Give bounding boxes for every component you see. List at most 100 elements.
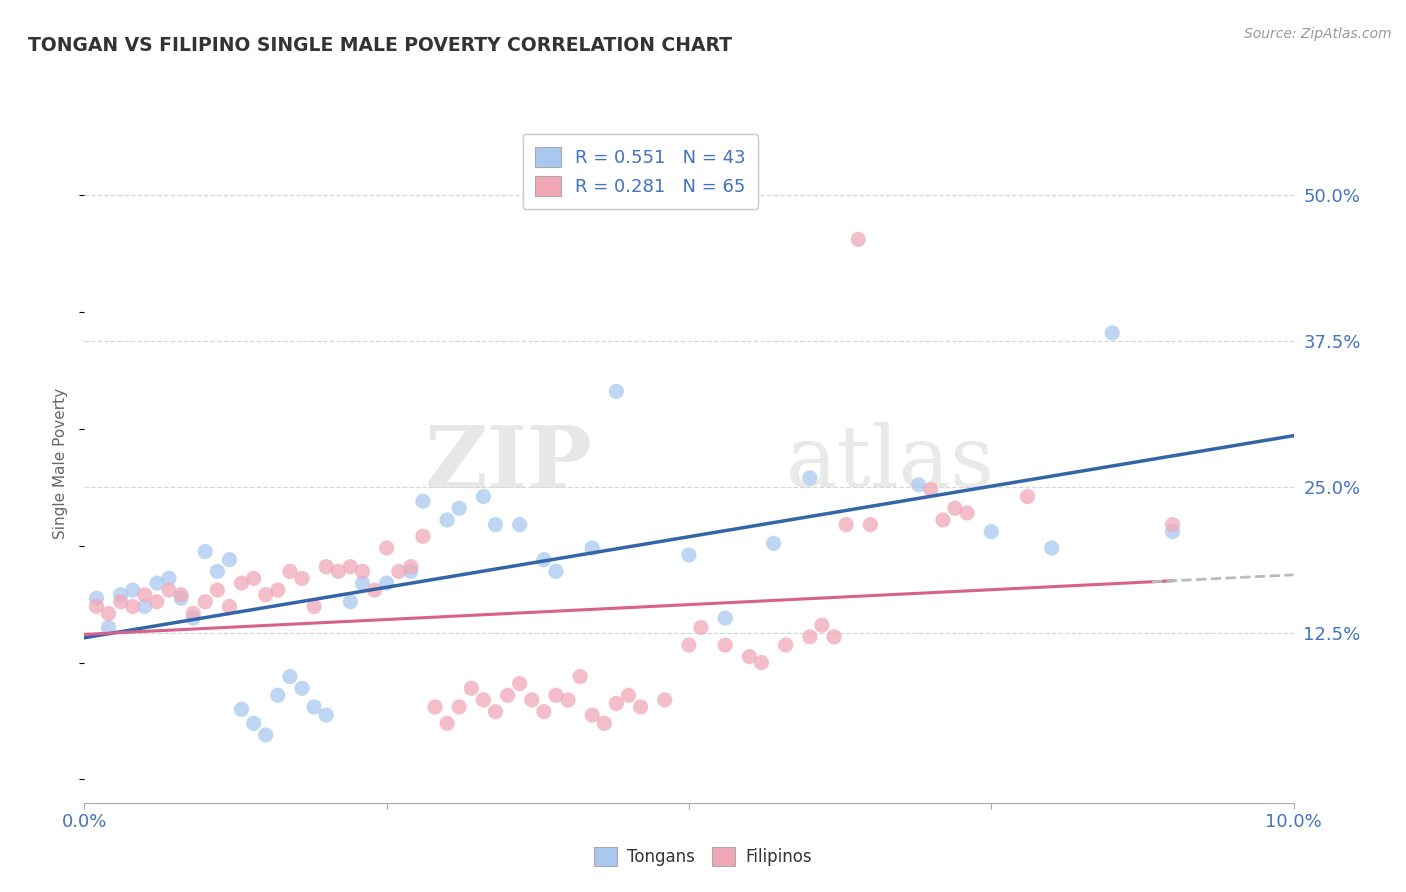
Point	[278, 669, 301, 683]
Point	[157, 583, 180, 598]
Point	[654, 693, 676, 707]
Point	[1040, 541, 1063, 555]
Point	[121, 599, 143, 614]
Legend: R = 0.551   N = 43, R = 0.281   N = 65: R = 0.551 N = 43, R = 0.281 N = 65	[523, 134, 758, 209]
Point	[194, 544, 217, 558]
Point	[352, 565, 374, 579]
Point	[412, 494, 434, 508]
Point	[181, 611, 204, 625]
Point	[762, 536, 785, 550]
Point	[1161, 517, 1184, 532]
Point	[242, 571, 264, 585]
Point	[932, 513, 955, 527]
Point	[617, 688, 640, 702]
Point	[121, 583, 143, 598]
Point	[1101, 326, 1123, 340]
Point	[207, 565, 229, 579]
Point	[678, 548, 700, 562]
Point	[557, 693, 579, 707]
Point	[943, 501, 966, 516]
Point	[194, 595, 217, 609]
Point	[533, 552, 555, 566]
Point	[544, 688, 567, 702]
Point	[799, 630, 821, 644]
Point	[181, 607, 204, 621]
Point	[835, 517, 858, 532]
Point	[231, 702, 253, 716]
Point	[110, 588, 132, 602]
Point	[339, 595, 361, 609]
Text: ZIP: ZIP	[425, 422, 592, 506]
Point	[484, 705, 506, 719]
Point	[97, 607, 120, 621]
Point	[449, 501, 471, 516]
Point	[811, 618, 834, 632]
Point	[218, 552, 240, 566]
Point	[449, 700, 471, 714]
Point	[267, 688, 290, 702]
Point	[738, 649, 761, 664]
Text: TONGAN VS FILIPINO SINGLE MALE POVERTY CORRELATION CHART: TONGAN VS FILIPINO SINGLE MALE POVERTY C…	[28, 36, 733, 54]
Point	[278, 565, 301, 579]
Point	[799, 471, 821, 485]
Point	[352, 576, 374, 591]
Y-axis label: Single Male Poverty: Single Male Poverty	[53, 388, 69, 540]
Point	[714, 611, 737, 625]
Text: Source: ZipAtlas.com: Source: ZipAtlas.com	[1244, 27, 1392, 41]
Point	[86, 591, 108, 606]
Point	[146, 595, 169, 609]
Point	[375, 576, 398, 591]
Point	[472, 490, 495, 504]
Point	[593, 716, 616, 731]
Point	[907, 478, 929, 492]
Point	[315, 708, 337, 723]
Point	[496, 688, 519, 702]
Point	[775, 638, 797, 652]
Point	[207, 583, 229, 598]
Point	[823, 630, 845, 644]
Point	[509, 676, 531, 690]
Text: atlas: atlas	[786, 422, 995, 506]
Point	[388, 565, 411, 579]
Point	[714, 638, 737, 652]
Point	[920, 483, 942, 497]
Point	[242, 716, 264, 731]
Point	[302, 599, 325, 614]
Point	[581, 708, 603, 723]
Point	[544, 565, 567, 579]
Point	[436, 513, 458, 527]
Point	[267, 583, 290, 598]
Point	[315, 559, 337, 574]
Point	[859, 517, 882, 532]
Point	[980, 524, 1002, 539]
Point	[363, 583, 385, 598]
Point	[509, 517, 531, 532]
Point	[231, 576, 253, 591]
Point	[291, 571, 314, 585]
Point	[302, 700, 325, 714]
Point	[460, 681, 482, 696]
Point	[254, 588, 277, 602]
Point	[170, 588, 193, 602]
Point	[157, 571, 180, 585]
Point	[690, 620, 713, 634]
Point	[520, 693, 543, 707]
Point	[97, 620, 120, 634]
Legend: Tongans, Filipinos: Tongans, Filipinos	[586, 838, 820, 875]
Point	[375, 541, 398, 555]
Point	[605, 384, 627, 399]
Point	[678, 638, 700, 652]
Point	[170, 591, 193, 606]
Point	[605, 697, 627, 711]
Point	[134, 599, 156, 614]
Point	[412, 529, 434, 543]
Point	[254, 728, 277, 742]
Point	[1017, 490, 1039, 504]
Point	[533, 705, 555, 719]
Point	[110, 595, 132, 609]
Point	[146, 576, 169, 591]
Point	[581, 541, 603, 555]
Point	[436, 716, 458, 731]
Point	[399, 559, 422, 574]
Point	[86, 599, 108, 614]
